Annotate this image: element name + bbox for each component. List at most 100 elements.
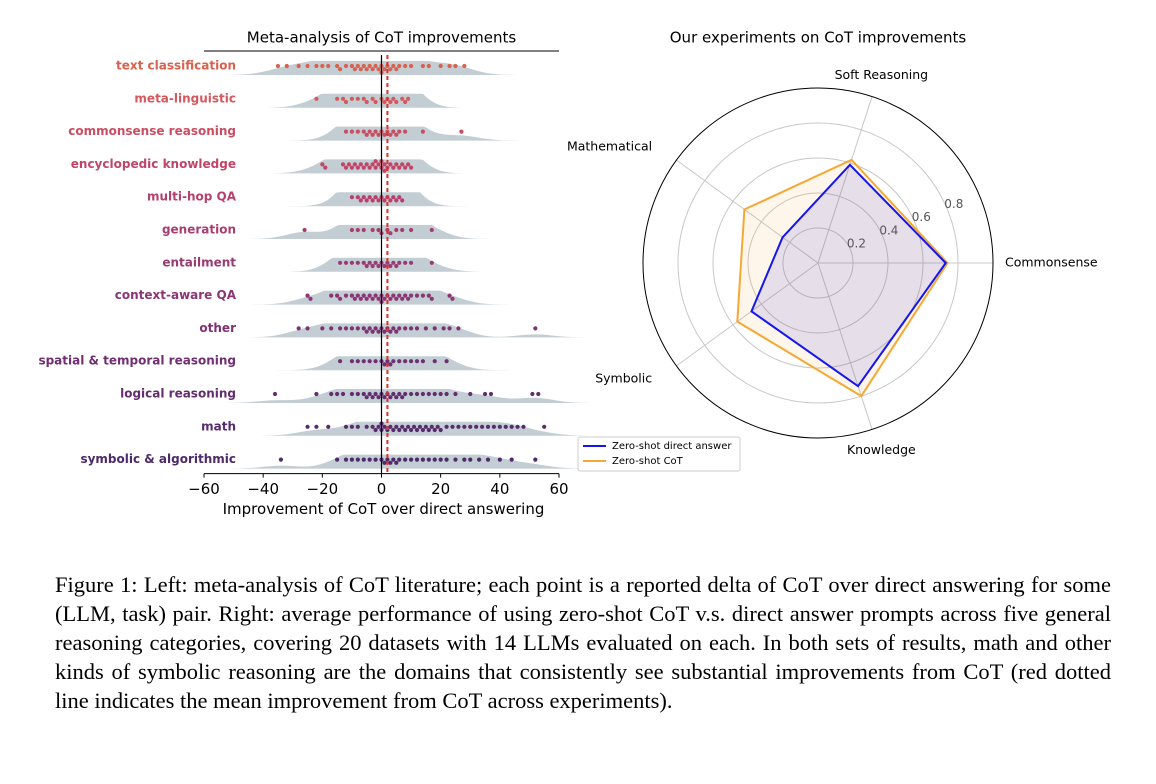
data-point (376, 329, 381, 334)
data-point (373, 427, 378, 433)
data-point (385, 457, 390, 462)
data-point (337, 326, 343, 331)
spoke (817, 96, 873, 264)
data-point (349, 326, 355, 331)
data-point (444, 391, 449, 397)
data-point (364, 99, 369, 105)
density (204, 454, 599, 469)
data-point (397, 457, 402, 462)
r-tick-label: 0.2 (847, 236, 866, 250)
density (204, 93, 599, 108)
data-point (305, 326, 310, 331)
data-point (373, 165, 378, 170)
category-label: generation (162, 223, 236, 237)
data-point (355, 293, 360, 298)
category-label: symbolic & algorithmic (80, 452, 236, 466)
data-point (355, 63, 360, 69)
density (204, 159, 599, 174)
data-point (453, 63, 458, 69)
category-label: Soft Reasoning (835, 67, 929, 82)
data-point (349, 165, 355, 170)
category-label: spatial & temporal reasoning (38, 354, 236, 368)
category-label: encyclopedic knowledge (71, 157, 236, 171)
data-point (388, 460, 393, 465)
data-point (394, 99, 399, 105)
data-point (391, 129, 396, 134)
data-point (364, 67, 369, 72)
data-point (509, 457, 514, 462)
data-point (391, 165, 396, 170)
data-point (349, 293, 355, 298)
data-point (364, 263, 369, 269)
data-point (361, 260, 366, 265)
data-point (364, 162, 369, 167)
data-point (403, 457, 408, 462)
data-point (408, 326, 414, 331)
data-point (462, 424, 467, 429)
data-point (337, 67, 343, 72)
data-point (382, 329, 387, 334)
data-point (462, 457, 467, 462)
data-point (349, 227, 355, 233)
data-point (314, 96, 319, 101)
data-point (370, 67, 375, 72)
category-label: commonsense reasoning (68, 124, 236, 138)
data-point (361, 293, 366, 298)
data-point (382, 67, 387, 72)
data-point (429, 260, 434, 265)
data-point (373, 457, 378, 462)
data-point (367, 293, 372, 298)
data-point (477, 457, 482, 462)
data-point (335, 391, 340, 397)
data-point (346, 162, 352, 167)
data-point (394, 198, 399, 203)
data-point (364, 198, 369, 203)
data-point (382, 296, 387, 301)
data-point (485, 424, 491, 429)
data-point (367, 63, 372, 69)
data-point (373, 99, 378, 105)
data-point (361, 391, 366, 397)
data-point (361, 457, 366, 462)
data-point (397, 427, 402, 433)
x-tick-label: −40 (247, 480, 279, 498)
data-point (515, 424, 520, 429)
data-point (388, 395, 393, 400)
data-point (382, 362, 387, 367)
data-point (468, 457, 473, 462)
data-point (438, 427, 443, 433)
data-point (275, 63, 281, 69)
data-point (352, 162, 357, 167)
data-point (432, 359, 437, 364)
data-point (370, 162, 375, 167)
data-point (355, 195, 360, 200)
data-point (361, 359, 366, 364)
data-point (400, 96, 405, 101)
data-point (364, 395, 369, 400)
data-point (364, 296, 369, 301)
data-point (403, 326, 408, 331)
data-point (376, 67, 381, 72)
data-point (364, 132, 369, 137)
data-point (406, 296, 411, 301)
data-point (385, 260, 390, 265)
data-point (397, 326, 402, 331)
data-point (358, 198, 363, 203)
data-point (326, 63, 331, 69)
data-point (355, 260, 360, 265)
figure: Meta-analysis of CoT improvements −60 −40 −… (38, 29, 1097, 519)
data-point (414, 359, 420, 364)
data-point (423, 326, 428, 331)
data-point (340, 96, 346, 101)
data-point (370, 296, 375, 301)
data-point (423, 424, 428, 429)
data-point (400, 395, 405, 400)
data-point (355, 129, 360, 134)
data-point (373, 326, 378, 331)
data-point (414, 457, 420, 462)
data-point (406, 162, 411, 167)
data-point (382, 424, 387, 429)
data-point (355, 227, 360, 233)
data-point (447, 293, 452, 298)
data-point (533, 326, 538, 331)
